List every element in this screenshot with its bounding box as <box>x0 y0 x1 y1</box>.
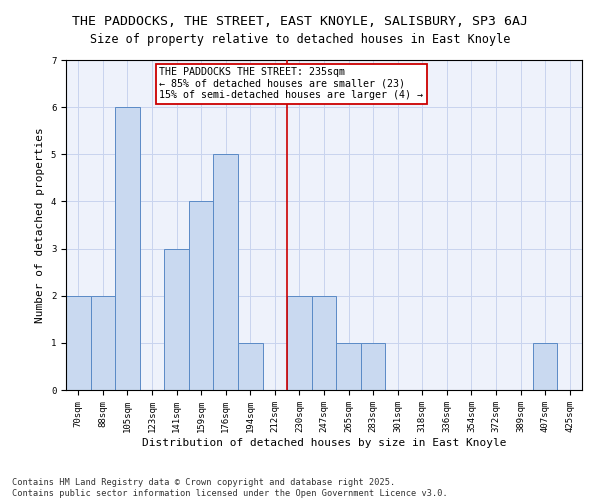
Bar <box>214 154 238 390</box>
Y-axis label: Number of detached properties: Number of detached properties <box>35 127 46 323</box>
Bar <box>164 248 189 390</box>
Bar <box>361 343 385 390</box>
Bar <box>66 296 91 390</box>
X-axis label: Distribution of detached houses by size in East Knoyle: Distribution of detached houses by size … <box>142 438 506 448</box>
Bar <box>91 296 115 390</box>
Text: THE PADDOCKS, THE STREET, EAST KNOYLE, SALISBURY, SP3 6AJ: THE PADDOCKS, THE STREET, EAST KNOYLE, S… <box>72 15 528 28</box>
Bar <box>189 202 214 390</box>
Text: THE PADDOCKS THE STREET: 235sqm
← 85% of detached houses are smaller (23)
15% of: THE PADDOCKS THE STREET: 235sqm ← 85% of… <box>160 67 424 100</box>
Bar <box>312 296 336 390</box>
Text: Contains HM Land Registry data © Crown copyright and database right 2025.
Contai: Contains HM Land Registry data © Crown c… <box>12 478 448 498</box>
Bar <box>115 107 140 390</box>
Text: Size of property relative to detached houses in East Knoyle: Size of property relative to detached ho… <box>90 32 510 46</box>
Bar <box>533 343 557 390</box>
Bar <box>336 343 361 390</box>
Bar <box>238 343 263 390</box>
Bar <box>287 296 312 390</box>
